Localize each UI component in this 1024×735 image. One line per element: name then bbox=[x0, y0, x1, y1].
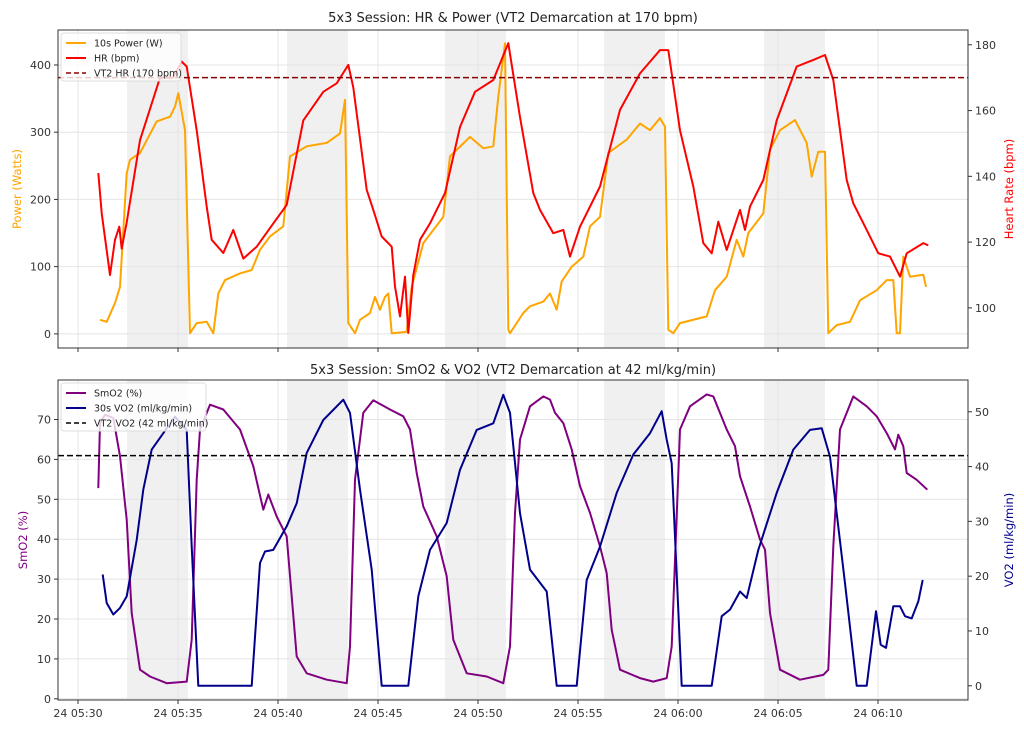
right-y-tick-label: 120 bbox=[975, 236, 996, 249]
legend-label: 30s VO2 (ml/kg/min) bbox=[94, 404, 192, 415]
right-y-tick-label: 20 bbox=[975, 570, 989, 583]
x-tick-label: 24 06:10 bbox=[853, 707, 902, 720]
legend-label: VT2 HR (170 bpm) bbox=[94, 69, 182, 80]
x-tick-label: 24 05:30 bbox=[53, 707, 102, 720]
right-y-tick-label: 40 bbox=[975, 461, 989, 474]
right-y-tick-label: 0 bbox=[975, 680, 982, 693]
left-y-tick-label: 10 bbox=[37, 653, 51, 666]
legend-label: VT2 VO2 (42 ml/kg/min) bbox=[94, 419, 209, 430]
top-right-axis-label: Heart Rate (bpm) bbox=[1002, 139, 1016, 239]
series-line-smo2- bbox=[97, 393, 928, 685]
right-y-tick-label: 180 bbox=[975, 39, 996, 52]
series-line-30s-vo2-ml-kg-min- bbox=[101, 393, 924, 687]
left-y-tick-label: 50 bbox=[37, 493, 51, 506]
left-y-tick-label: 40 bbox=[37, 533, 51, 546]
left-y-tick-label: 200 bbox=[30, 193, 51, 206]
work-interval-shade bbox=[764, 30, 825, 348]
top-chart-panel: 0 100 200 300 400 100 120 140 160 180 10s Power (W… bbox=[30, 29, 996, 352]
legend-box bbox=[60, 32, 182, 82]
left-y-tick-label: 60 bbox=[37, 453, 51, 466]
legend: 10s Power (W) HR (bpm) VT2 HR (170 bpm) bbox=[60, 32, 182, 82]
right-y-tick-label: 100 bbox=[975, 302, 996, 315]
work-interval-shade bbox=[445, 380, 506, 700]
right-y-tick-label: 160 bbox=[975, 105, 996, 118]
x-tick-label: 24 05:50 bbox=[453, 707, 502, 720]
series-line-hr-bpm- bbox=[97, 42, 929, 334]
bottom-left-axis-label: SmO2 (%) bbox=[16, 511, 30, 569]
left-y-tick-label: 70 bbox=[37, 414, 51, 427]
left-y-tick-label: 400 bbox=[30, 59, 51, 72]
top-chart-title: 5x3 Session: HR & Power (VT2 Demarcation… bbox=[328, 11, 698, 26]
axes-frame bbox=[57, 29, 969, 349]
right-y-tick-label: 30 bbox=[975, 515, 989, 528]
x-tick-label: 24 06:00 bbox=[653, 707, 702, 720]
left-y-tick-label: 0 bbox=[44, 693, 51, 706]
x-tick-label: 24 05:35 bbox=[153, 707, 202, 720]
series-group bbox=[58, 42, 968, 335]
right-y-tick-label: 10 bbox=[975, 625, 989, 638]
legend-label: HR (bpm) bbox=[94, 54, 140, 65]
bottom-right-axis-label: VO2 (ml/kg/min) bbox=[1002, 493, 1016, 587]
work-interval-shade bbox=[764, 380, 825, 700]
left-y-tick-label: 0 bbox=[44, 328, 51, 341]
work-interval-shade bbox=[604, 380, 665, 700]
right-y-tick-label: 50 bbox=[975, 406, 989, 419]
work-interval-shade bbox=[445, 30, 506, 348]
legend: SmO2 (%) 30s VO2 (ml/kg/min) VT2 VO2 (42 m… bbox=[60, 382, 209, 432]
left-y-tick-label: 20 bbox=[37, 613, 51, 626]
top-left-axis-label: Power (Watts) bbox=[10, 149, 24, 229]
x-tick-label: 24 05:55 bbox=[553, 707, 602, 720]
right-y-tick-label: 140 bbox=[975, 170, 996, 183]
x-tick-label: 24 05:45 bbox=[353, 707, 402, 720]
left-y-tick-label: 100 bbox=[30, 261, 51, 274]
legend-box bbox=[60, 382, 207, 432]
legend-label: 10s Power (W) bbox=[94, 39, 163, 50]
series-group bbox=[58, 393, 968, 687]
series-line-10s-power-w- bbox=[99, 42, 927, 335]
left-y-tick-label: 30 bbox=[37, 573, 51, 586]
legend-label: SmO2 (%) bbox=[94, 389, 142, 400]
left-y-tick-label: 300 bbox=[30, 126, 51, 139]
x-tick-label: 24 05:40 bbox=[253, 707, 302, 720]
x-tick-label: 24 06:05 bbox=[753, 707, 802, 720]
bottom-chart-panel: 24 05:30 24 05:35 24 05:40 24 05:45 24 05:50… bbox=[37, 379, 989, 720]
bottom-chart-title: 5x3 Session: SmO2 & VO2 (VT2 Demarcation… bbox=[310, 363, 716, 378]
axes-frame bbox=[57, 379, 969, 701]
